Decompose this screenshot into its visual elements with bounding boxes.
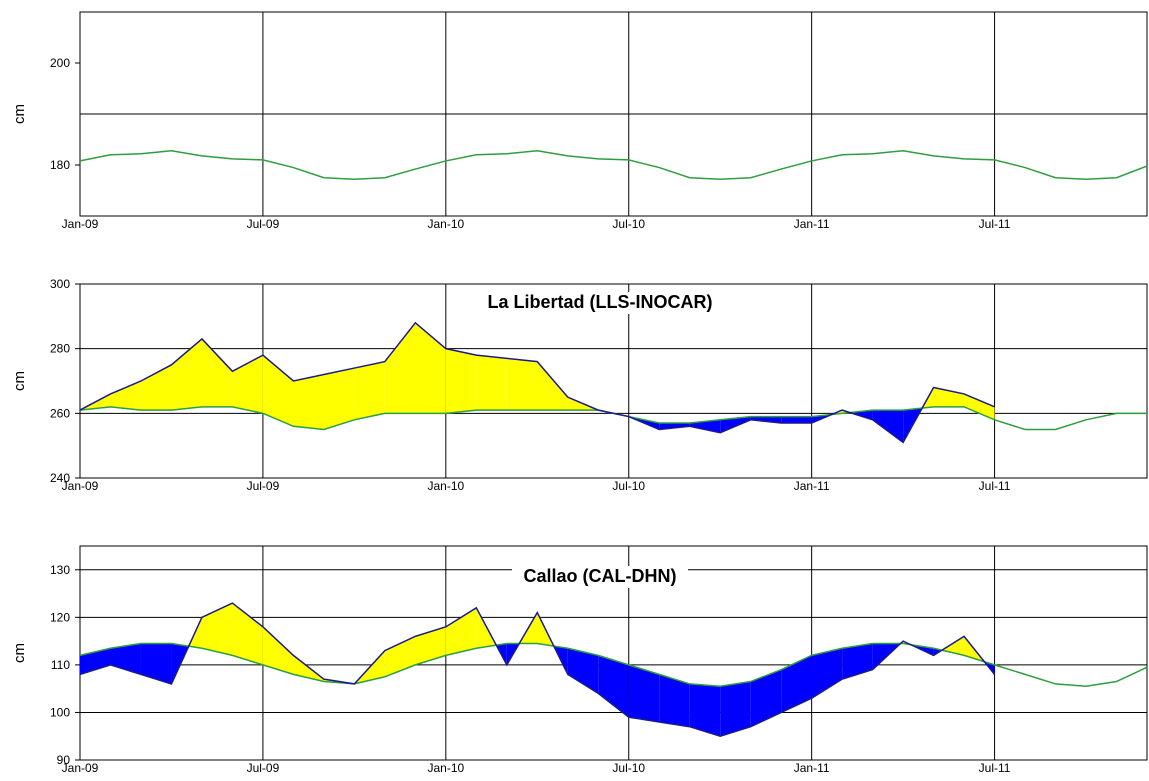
y-tick-label: 120	[50, 610, 70, 624]
y-tick-label: 240	[50, 471, 70, 485]
x-tick-label: Jan-11	[794, 217, 830, 231]
difference-fill	[140, 364, 172, 411]
difference-fill	[781, 416, 812, 424]
difference-fill	[384, 636, 416, 677]
x-tick-label: Jul-10	[612, 479, 645, 493]
x-tick-label: Jul-10	[612, 761, 645, 775]
difference-fill	[110, 381, 141, 411]
x-tick-label: Jan-09	[62, 761, 99, 775]
x-tick-label: Jan-09	[62, 479, 99, 493]
difference-fill	[171, 338, 202, 411]
series-line	[79, 602, 996, 738]
difference-fill	[415, 626, 446, 665]
series-line	[79, 321, 995, 444]
y-tick-label: 280	[50, 342, 70, 356]
difference-fill	[232, 603, 263, 665]
difference-fill	[750, 669, 782, 727]
difference-fill	[689, 683, 721, 737]
difference-fill	[842, 643, 873, 680]
y-axis-label: cm	[11, 643, 28, 663]
difference-fill	[659, 423, 690, 430]
difference-fill	[476, 355, 507, 411]
x-tick-label: Jan-10	[427, 761, 464, 775]
difference-fill	[384, 322, 416, 414]
y-axis-label: cm	[11, 104, 28, 124]
difference-fill	[537, 361, 568, 411]
difference-fill	[323, 368, 355, 430]
title-bg	[470, 292, 730, 314]
difference-fill	[262, 355, 294, 427]
difference-fill	[354, 361, 385, 420]
x-tick-label: Jan-10	[427, 479, 464, 493]
difference-fill	[201, 603, 233, 656]
y-axis-label: cm	[11, 371, 28, 391]
difference-fill	[689, 419, 721, 433]
difference-fill	[201, 338, 233, 407]
y-tick-label: 100	[50, 705, 70, 719]
difference-fill	[872, 410, 904, 443]
y-tick-label: 300	[50, 277, 70, 291]
difference-fill	[964, 393, 995, 420]
y-tick-label: 110	[51, 658, 70, 672]
panel-title: La Libertad (LLS-INOCAR)	[488, 292, 713, 312]
difference-fill	[415, 322, 446, 414]
y-tick-label: 200	[50, 56, 70, 70]
difference-fill	[232, 355, 263, 414]
difference-fill	[262, 626, 294, 675]
x-tick-label: Jan-11	[794, 761, 830, 775]
difference-fill	[80, 648, 111, 675]
x-tick-label: Jul-11	[979, 479, 1011, 493]
panel-title: Callao (CAL-DHN)	[524, 566, 677, 586]
x-tick-label: Jul-09	[247, 761, 280, 775]
x-tick-label: Jul-09	[247, 217, 280, 231]
x-tick-label: Jul-10	[612, 217, 645, 231]
difference-fill	[941, 636, 965, 656]
x-tick-label: Jul-11	[979, 217, 1011, 231]
y-tick-label: 260	[50, 406, 70, 420]
difference-fill	[628, 664, 660, 722]
difference-fill	[598, 655, 629, 718]
difference-fill	[781, 655, 812, 713]
x-tick-label: Jan-09	[62, 217, 99, 231]
difference-fill	[445, 607, 477, 656]
series-line	[79, 642, 1148, 688]
difference-fill	[659, 674, 690, 727]
x-tick-label: Jul-09	[247, 479, 280, 493]
title-bg	[512, 566, 688, 588]
series-line	[79, 149, 1148, 181]
y-tick-label: 130	[50, 563, 70, 577]
difference-fill	[567, 648, 599, 694]
difference-fill	[293, 374, 324, 430]
difference-fill	[140, 643, 172, 684]
x-tick-label: Jul-11	[979, 761, 1011, 775]
difference-fill	[445, 348, 477, 414]
difference-fill	[506, 358, 538, 411]
y-tick-label: 90	[57, 753, 71, 767]
difference-fill	[750, 416, 782, 424]
difference-fill	[811, 648, 843, 699]
y-tick-label: 180	[50, 158, 70, 172]
difference-fill	[720, 681, 751, 737]
x-tick-label: Jan-11	[794, 479, 830, 493]
x-tick-label: Jan-10	[427, 217, 464, 231]
